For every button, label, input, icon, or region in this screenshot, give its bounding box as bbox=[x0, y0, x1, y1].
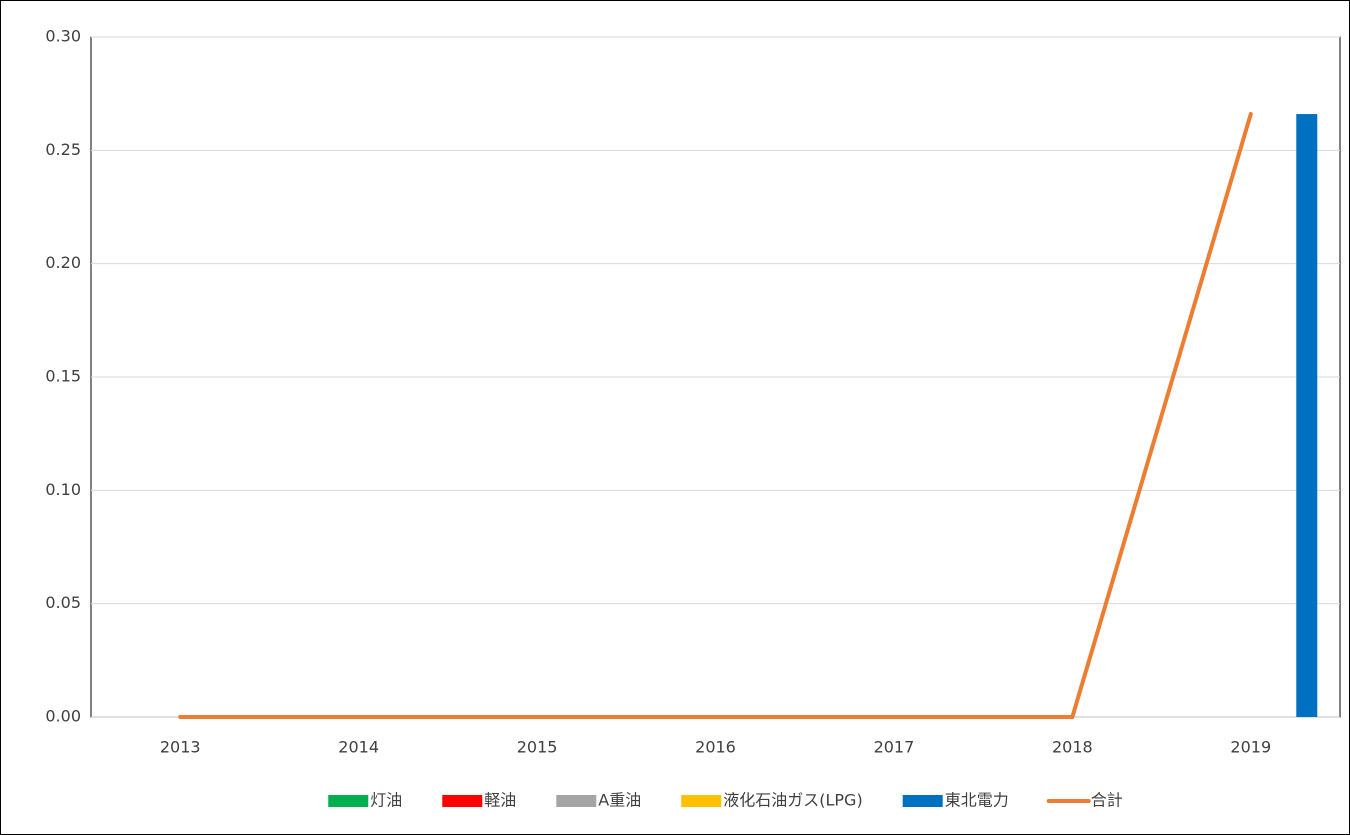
legend-swatch bbox=[556, 795, 597, 807]
legend-label: A重油 bbox=[598, 791, 641, 810]
x-tick-label: 2018 bbox=[1052, 738, 1093, 757]
legend-swatch bbox=[328, 795, 369, 807]
x-tick-label: 2013 bbox=[160, 738, 201, 757]
y-tick-label: 0.25 bbox=[45, 140, 81, 159]
legend-label: 合計 bbox=[1091, 791, 1123, 810]
legend-label: 軽油 bbox=[484, 791, 516, 810]
y-tick-label: 0.10 bbox=[45, 480, 81, 499]
line bbox=[178, 112, 1253, 719]
legend-label: 東北電力 bbox=[945, 791, 1009, 810]
x-tick-label: 2017 bbox=[874, 738, 915, 757]
x-tick-label: 2016 bbox=[695, 738, 736, 757]
y-tick-label: 0.00 bbox=[45, 707, 81, 726]
y-tick-label: 0.30 bbox=[45, 27, 81, 46]
bar bbox=[1296, 114, 1318, 718]
legend-label: 灯油 bbox=[370, 791, 402, 810]
y-tick-label: 0.20 bbox=[45, 253, 81, 272]
legend-swatch bbox=[902, 795, 943, 807]
x-tick-label: 2014 bbox=[338, 738, 379, 757]
x-tick-label: 2015 bbox=[517, 738, 558, 757]
y-tick-label: 0.05 bbox=[45, 593, 81, 612]
legend-swatch bbox=[442, 795, 483, 807]
x-tick-label: 2019 bbox=[1230, 738, 1271, 757]
legend-swatch bbox=[681, 795, 722, 807]
legend-label: 液化石油ガス(LPG) bbox=[723, 791, 862, 810]
y-tick-label: 0.15 bbox=[45, 367, 81, 386]
